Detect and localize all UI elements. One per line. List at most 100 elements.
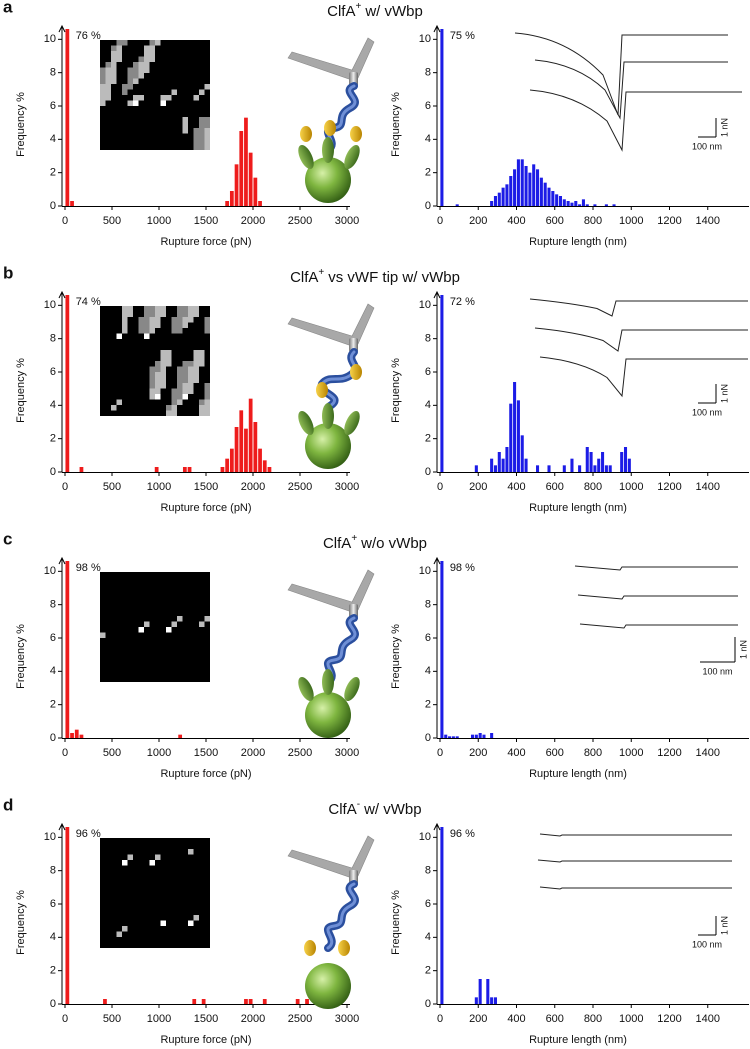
- bar: [225, 458, 230, 472]
- y-tick-label: 4: [425, 931, 431, 943]
- map-background: [100, 572, 210, 682]
- y-tick-label: 10: [419, 299, 431, 311]
- y-axis-label: Frequency %: [15, 890, 27, 955]
- map-cell: [149, 311, 155, 317]
- protein-highlight: [326, 882, 357, 950]
- map-cell: [155, 383, 161, 389]
- y-tick-label: 10: [44, 299, 56, 311]
- y-axis-label: Frequency %: [15, 92, 27, 157]
- map-cell: [127, 311, 133, 317]
- map-cell: [204, 139, 210, 145]
- bar: [574, 201, 578, 206]
- cartoon: [287, 303, 375, 469]
- histogram: 72 % 0 2 4 6 8 10 0 200 400 600 800 1000 1200 1400 Rupt…: [390, 290, 749, 514]
- adhesin: [322, 137, 334, 163]
- x-tick-label: 200: [469, 215, 487, 227]
- map-cell: [100, 100, 106, 106]
- map-cell: [160, 100, 166, 106]
- bar: [244, 999, 248, 1004]
- map-cell: [100, 67, 106, 73]
- x-axis-label: Rupture length (nm): [529, 1034, 627, 1046]
- bar: [581, 199, 585, 206]
- adhesion-map: [100, 306, 210, 416]
- bar: [536, 465, 540, 472]
- bar: [262, 999, 267, 1004]
- map-cell: [204, 117, 210, 123]
- map-cell: [111, 56, 117, 62]
- y-tick-label: 2: [425, 167, 431, 179]
- title-main: ClfA: [290, 269, 318, 286]
- map-cell: [182, 306, 188, 312]
- bar: [493, 196, 497, 206]
- map-cell: [116, 45, 122, 51]
- x-tick-label: 200: [469, 481, 487, 493]
- map-cell: [182, 366, 188, 372]
- x-tick-label: 600: [546, 215, 564, 227]
- map-cell: [105, 95, 111, 101]
- map-cell: [149, 322, 155, 328]
- map-cell: [177, 399, 183, 405]
- x-tick-label: 2000: [241, 1013, 265, 1025]
- x-tick-label: 3000: [335, 747, 359, 759]
- x-tick-label: 0: [437, 215, 443, 227]
- x-axis-label: Rupture length (nm): [529, 768, 627, 780]
- y-tick-label: 2: [425, 965, 431, 977]
- bar: [593, 465, 597, 472]
- title-rest: w/ vWbp: [363, 801, 422, 818]
- adhesin: [298, 676, 314, 702]
- bar: [501, 187, 505, 206]
- bar: [516, 159, 520, 206]
- map-cell: [155, 322, 161, 328]
- bar: [225, 201, 230, 206]
- map-cell: [144, 621, 150, 627]
- map-cell: [144, 56, 150, 62]
- map-cell: [182, 322, 188, 328]
- map-cell: [199, 122, 205, 128]
- bar: [478, 979, 482, 1004]
- bar: [539, 177, 543, 206]
- x-tick-label: 3000: [335, 1013, 359, 1025]
- map-cell: [122, 860, 128, 866]
- y-tick-label: 2: [50, 699, 56, 711]
- x-tick-label: 2500: [288, 747, 312, 759]
- map-cell: [116, 56, 122, 62]
- bar: [234, 427, 239, 472]
- x-tick-label: 2000: [241, 747, 265, 759]
- y-tick-label: 8: [50, 333, 56, 345]
- x-tick-label: 1000: [619, 1013, 643, 1025]
- y-tick-label: 8: [50, 599, 56, 611]
- x-tick-label: 500: [103, 1013, 121, 1025]
- bar: [478, 733, 482, 738]
- map-cell: [182, 372, 188, 378]
- y-tick-label: 10: [419, 831, 431, 843]
- value-label: 96 %: [450, 828, 475, 840]
- x-tick-label: 1500: [194, 747, 218, 759]
- map-cell: [193, 144, 199, 150]
- y-tick-label: 4: [425, 399, 431, 411]
- map-cell: [160, 372, 166, 378]
- bar: [229, 448, 234, 472]
- bar: [524, 166, 528, 206]
- map-cell: [138, 67, 144, 73]
- map-cell: [166, 350, 172, 356]
- map-cell: [127, 78, 133, 84]
- vwbp: [350, 126, 362, 142]
- map-cell: [166, 405, 172, 411]
- map-cell: [171, 394, 177, 400]
- map-cell: [171, 410, 177, 416]
- x-tick-label: 2000: [241, 215, 265, 227]
- force-trace: [539, 886, 732, 890]
- map-cell: [149, 388, 155, 394]
- panel-letter: c: [3, 529, 12, 548]
- x-tick-label: 500: [103, 747, 121, 759]
- bar: [220, 467, 225, 472]
- bar: [79, 467, 84, 472]
- map-cell: [193, 350, 199, 356]
- bar: [532, 164, 536, 206]
- bar: [178, 734, 183, 738]
- map-cell: [138, 95, 144, 101]
- bar: [578, 465, 582, 472]
- bar: [474, 997, 478, 1004]
- map-cell: [188, 849, 194, 855]
- histogram: b ClfA+ vs vWF tip w/ vWbp 74 % 0 2 4 6 8 10 0 500 1…: [3, 263, 460, 513]
